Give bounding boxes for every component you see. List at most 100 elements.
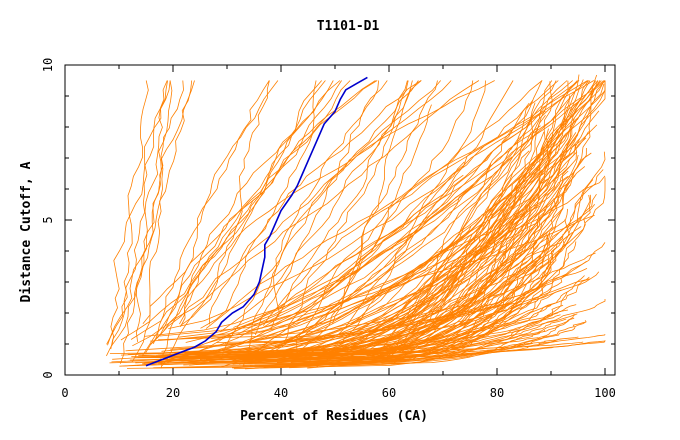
model-curve: [150, 131, 589, 342]
model-curve: [242, 80, 419, 366]
x-axis-label: Percent of Residues (CA): [240, 409, 428, 424]
model-curve: [255, 80, 422, 336]
y-tick-label: 10: [41, 58, 55, 72]
model-curve: [167, 205, 541, 363]
model-curve: [110, 80, 171, 346]
model-curve: [262, 102, 536, 363]
model-curve: [205, 80, 588, 329]
model-curve: [160, 80, 341, 369]
y-axis-label: Distance Cutoff, A: [19, 161, 34, 302]
model-curve: [189, 176, 533, 366]
highlight-curve: [145, 76, 368, 367]
model-curve: [180, 80, 378, 327]
model-curve: [261, 80, 408, 329]
model-curve: [233, 80, 580, 328]
model-curve: [242, 320, 587, 367]
model-curve: [134, 333, 606, 359]
x-tick-label: 20: [166, 386, 180, 400]
model-curve: [197, 147, 587, 356]
model-curve: [315, 80, 486, 368]
model-curve: [173, 80, 569, 360]
model-curve: [141, 161, 465, 365]
model-curve: [220, 80, 442, 360]
model-curve: [280, 232, 551, 363]
model-curve: [200, 80, 317, 329]
x-tick-label: 100: [594, 386, 616, 400]
model-curve: [185, 80, 573, 343]
model-curve: [159, 102, 530, 337]
model-curve: [263, 80, 595, 326]
model-curve: [177, 285, 546, 361]
model-curve: [107, 80, 184, 346]
model-curve: [106, 80, 168, 345]
model-curve: [228, 321, 585, 365]
model-curve: [213, 115, 546, 358]
model-curve: [179, 80, 495, 325]
model-curve: [381, 80, 590, 329]
model-curve: [142, 80, 376, 324]
model-curve: [287, 95, 570, 359]
model-curve: [119, 80, 173, 364]
model-curve: [246, 80, 599, 333]
plot-area: [106, 74, 606, 370]
model-curve: [152, 80, 279, 344]
model-curve: [271, 110, 600, 360]
model-curve: [176, 174, 464, 361]
model-curve: [242, 272, 569, 361]
model-curve: [205, 341, 606, 360]
model-curve: [110, 80, 149, 350]
model-curve: [332, 80, 438, 325]
model-curve: [120, 166, 586, 356]
model-curve: [309, 80, 606, 361]
model-curve: [163, 80, 342, 332]
model-curve: [284, 336, 579, 355]
model-curve: [233, 275, 585, 370]
model-curve: [131, 80, 193, 363]
x-tick-label: 80: [490, 386, 504, 400]
model-curve: [213, 143, 577, 358]
model-curve: [137, 175, 606, 366]
model-curve: [231, 233, 564, 363]
model-curve: [289, 236, 551, 369]
model-curve: [166, 182, 569, 361]
model-curve: [143, 184, 476, 364]
x-tick-label: 40: [274, 386, 288, 400]
x-tick-label: 60: [382, 386, 396, 400]
model-curve: [186, 115, 534, 363]
y-tick-label: 0: [41, 371, 55, 378]
model-curve: [127, 132, 577, 355]
model-curve: [178, 214, 595, 338]
model-curve: [283, 80, 409, 345]
model-curve: [296, 80, 543, 359]
model-curve: [106, 80, 195, 357]
model-curve: [132, 80, 480, 347]
x-tick-label: 0: [61, 386, 68, 400]
model-curve: [144, 156, 513, 337]
model-curve: [120, 80, 351, 341]
model-curve: [343, 80, 606, 351]
model-curve: [130, 80, 334, 340]
chart-title: T1101-D1: [317, 19, 380, 34]
model-curve: [167, 83, 605, 364]
model-curve: [180, 80, 270, 326]
axis-ticks: 0 20 40 60 80 100 0 5 10: [41, 58, 616, 400]
model-curve: [184, 211, 526, 354]
model-curve: [168, 110, 546, 329]
model-curve: [298, 340, 606, 360]
model-curve: [109, 196, 559, 364]
model-curve: [126, 317, 575, 369]
model-curve: [231, 100, 533, 363]
y-tick-label: 5: [41, 216, 55, 223]
model-curve: [145, 80, 326, 354]
model-curve: [157, 143, 568, 356]
model-curve: [270, 80, 388, 331]
model-curve: [209, 80, 422, 325]
model-curve: [239, 101, 580, 365]
model-curve: [150, 222, 538, 358]
model-curve: [307, 198, 558, 358]
model-curve: [167, 137, 587, 341]
model-curve: [392, 80, 606, 365]
model-curve: [293, 74, 598, 365]
model-curve: [315, 241, 577, 356]
